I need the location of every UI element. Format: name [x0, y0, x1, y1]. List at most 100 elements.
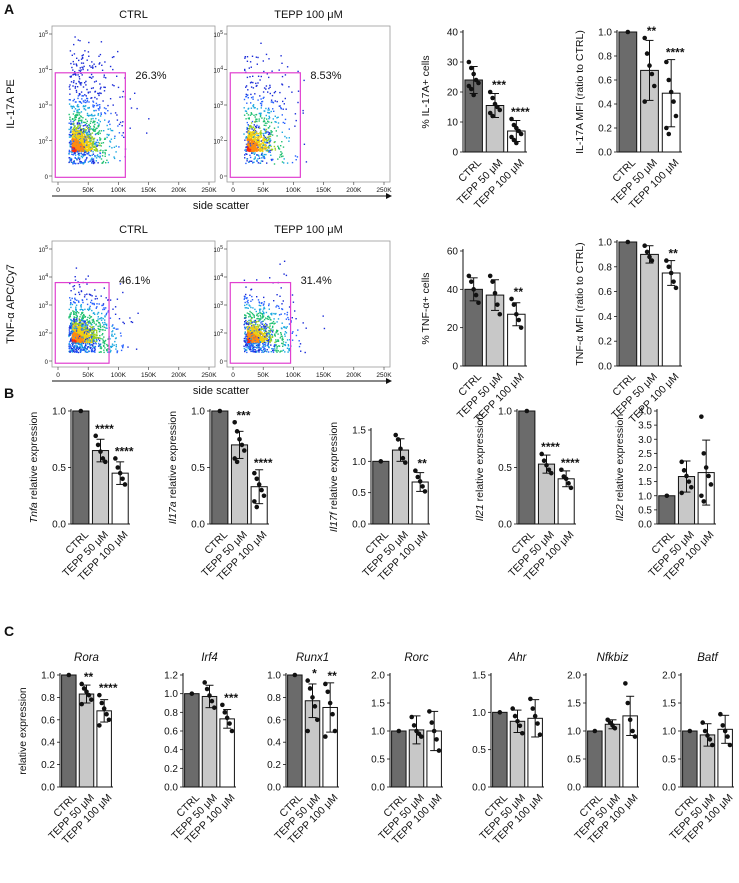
flow-event-dot [103, 74, 105, 76]
flow-event-dot [284, 74, 287, 76]
flow-event-dot [259, 131, 262, 133]
flow-event-dot [92, 330, 94, 332]
flow-event-dot [82, 136, 84, 138]
flow-event-dot [268, 135, 270, 137]
flow-event-dot [244, 57, 246, 59]
flow-event-dot [248, 316, 250, 318]
flow-event-dot [94, 96, 96, 99]
flow-event-dot [75, 306, 77, 308]
flow-event-dot [69, 351, 71, 353]
flow-event-dot [82, 329, 84, 331]
flow-event-dot [267, 146, 269, 148]
flow-event-dot [257, 162, 260, 164]
flow-event-dot [256, 118, 258, 120]
flow-event-dot [119, 283, 122, 285]
flow-event-dot [79, 40, 81, 42]
flow-event-dot [99, 337, 101, 339]
flow-event-dot [256, 108, 259, 110]
flow-event-dot [89, 142, 92, 144]
flow-event-dot [73, 321, 75, 323]
flow-event-dot [85, 334, 87, 336]
flow-event-dot [251, 148, 253, 150]
flow-event-dot [89, 137, 92, 140]
flow-event-dot [99, 120, 101, 123]
flow-event-dot [77, 330, 79, 332]
flow-event-dot [83, 331, 86, 333]
flow-event-dot [263, 124, 265, 126]
flow-event-dot [268, 109, 270, 111]
flow-event-dot [76, 111, 78, 113]
flow-event-dot [85, 137, 87, 139]
flow-x-tick-label: 250K [376, 187, 392, 194]
flow-event-dot [117, 50, 119, 53]
flow-event-dot [103, 76, 105, 78]
flow-event-dot [90, 147, 92, 150]
flow-event-dot [81, 56, 84, 59]
flow-event-dot [78, 327, 80, 329]
flow-event-dot [109, 98, 112, 100]
flow-event-dot [269, 277, 271, 279]
flow-event-dot [77, 147, 79, 149]
flow-event-dot [77, 131, 79, 133]
flow-event-dot [260, 107, 262, 109]
flow-event-dot [85, 336, 87, 338]
flow-event-dot [84, 148, 86, 150]
flow-event-dot [268, 139, 270, 141]
flow-event-dot [69, 88, 71, 90]
flow-event-dot [243, 345, 245, 347]
flow-event-dot [82, 337, 84, 339]
flow-event-dot [83, 320, 85, 322]
flow-event-dot [93, 126, 95, 128]
flow-event-dot [118, 132, 121, 134]
flow-event-dot [291, 91, 293, 93]
flow-event-dot [262, 313, 264, 315]
flow-event-dot [72, 123, 74, 125]
flow-event-dot [96, 333, 98, 335]
flow-event-dot [87, 126, 90, 129]
flow-event-dot [71, 338, 74, 340]
flow-event-dot [257, 135, 260, 137]
flow-event-dot [82, 161, 84, 164]
flow-event-dot [273, 145, 276, 148]
flow-event-dot [83, 137, 85, 139]
flow-event-dot [88, 107, 90, 109]
flow-event-dot [103, 287, 105, 289]
flow-event-dot [79, 130, 82, 132]
flow-event-dot [256, 159, 258, 162]
flow-event-dot [89, 305, 91, 308]
flow-event-dot [93, 115, 95, 117]
flow-event-dot [252, 314, 254, 316]
flow-event-dot [88, 338, 91, 340]
flow-event-dot [100, 351, 102, 353]
flow-event-dot [73, 332, 75, 334]
flow-event-dot [101, 325, 104, 328]
flow-y-tick-label: 103 [214, 101, 224, 110]
flow-event-dot [252, 152, 254, 154]
flow-gate-percent: 46.1% [119, 275, 150, 287]
flow-y-tick-label: 103 [39, 301, 49, 310]
flow-event-dot [253, 158, 255, 160]
flow-x-tick-label: 50K [82, 187, 94, 194]
flow-event-dot [249, 82, 252, 84]
flow-event-dot [87, 149, 89, 152]
flow-event-dot [98, 130, 101, 132]
flow-event-dot [74, 135, 76, 137]
flow-event-dot [101, 162, 104, 164]
flow-event-dot [82, 331, 84, 333]
flow-event-dot [263, 343, 265, 345]
flow-event-dot [80, 344, 83, 346]
flow-event-dot [281, 75, 284, 78]
flow-event-dot [95, 132, 97, 135]
flow-event-dot [82, 349, 84, 351]
flow-event-dot [103, 351, 105, 354]
flow-event-dot [99, 107, 101, 109]
flow-event-dot [255, 56, 258, 58]
flow-event-dot [102, 317, 104, 320]
flow-event-dot [86, 147, 88, 149]
flow-event-dot [285, 108, 287, 110]
flow-event-dot [264, 326, 266, 328]
flow-event-dot [75, 308, 77, 311]
flow-event-dot [68, 331, 71, 333]
flow-event-dot [91, 144, 94, 147]
flow-event-dot [79, 130, 81, 132]
